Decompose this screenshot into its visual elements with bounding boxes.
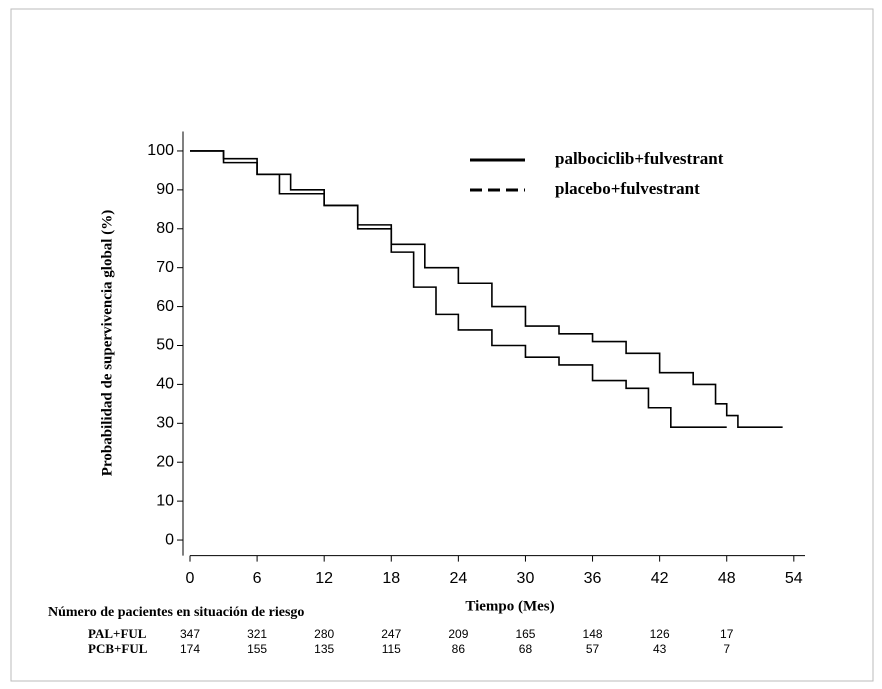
legend-label: placebo+fulvestrant	[555, 179, 700, 198]
at-risk-label: PCB+FUL	[88, 641, 148, 656]
x-axis-label: Tiempo (Mes)	[465, 598, 554, 614]
y-axis-label: Probabilidad de supervivencia global (%)	[99, 210, 115, 476]
y-tick-label: 100	[147, 142, 174, 159]
y-tick-label: 30	[156, 415, 174, 432]
at-risk-value: 174	[180, 642, 200, 656]
at-risk-value: 155	[247, 642, 267, 656]
x-tick-label: 48	[718, 570, 736, 587]
x-tick-label: 42	[651, 570, 669, 587]
at-risk-value: 17	[720, 627, 734, 641]
at-risk-value: 165	[515, 627, 535, 641]
at-risk-label: PAL+FUL	[88, 626, 147, 641]
x-tick-label: 24	[449, 570, 467, 587]
x-tick-label: 54	[785, 570, 803, 587]
y-tick-label: 0	[165, 531, 174, 548]
x-tick-label: 12	[315, 570, 333, 587]
at-risk-value: 126	[650, 627, 670, 641]
at-risk-value: 247	[381, 627, 401, 641]
x-tick-label: 30	[517, 570, 535, 587]
y-tick-label: 70	[156, 259, 174, 276]
y-tick-label: 90	[156, 181, 174, 198]
at-risk-value: 148	[583, 627, 603, 641]
at-risk-value: 86	[452, 642, 466, 656]
x-tick-label: 0	[186, 570, 195, 587]
frame	[10, 8, 874, 682]
survival-curve	[190, 150, 727, 429]
at-risk-value: 347	[180, 627, 200, 641]
at-risk-title: Número de pacientes en situación de ries…	[48, 605, 304, 620]
survival-curve	[190, 150, 783, 429]
y-tick-label: 10	[156, 492, 174, 509]
at-risk-value: 115	[382, 642, 401, 656]
at-risk-value: 7	[723, 642, 730, 656]
at-risk-value: 135	[314, 642, 334, 656]
at-risk-value: 57	[586, 642, 600, 656]
y-tick-label: 20	[156, 453, 174, 470]
x-tick-label: 36	[584, 570, 602, 587]
at-risk-value: 68	[519, 642, 533, 656]
legend-label: palbociclib+fulvestrant	[555, 149, 724, 168]
at-risk-value: 209	[448, 627, 468, 641]
y-tick-label: 40	[156, 376, 174, 393]
y-tick-label: 80	[156, 220, 174, 237]
at-risk-value: 321	[247, 627, 267, 641]
x-tick-label: 6	[253, 570, 262, 587]
x-tick-label: 18	[382, 570, 400, 587]
y-tick-label: 50	[156, 337, 174, 354]
at-risk-value: 43	[653, 642, 667, 656]
y-tick-label: 60	[156, 298, 174, 315]
at-risk-value: 280	[314, 627, 334, 641]
